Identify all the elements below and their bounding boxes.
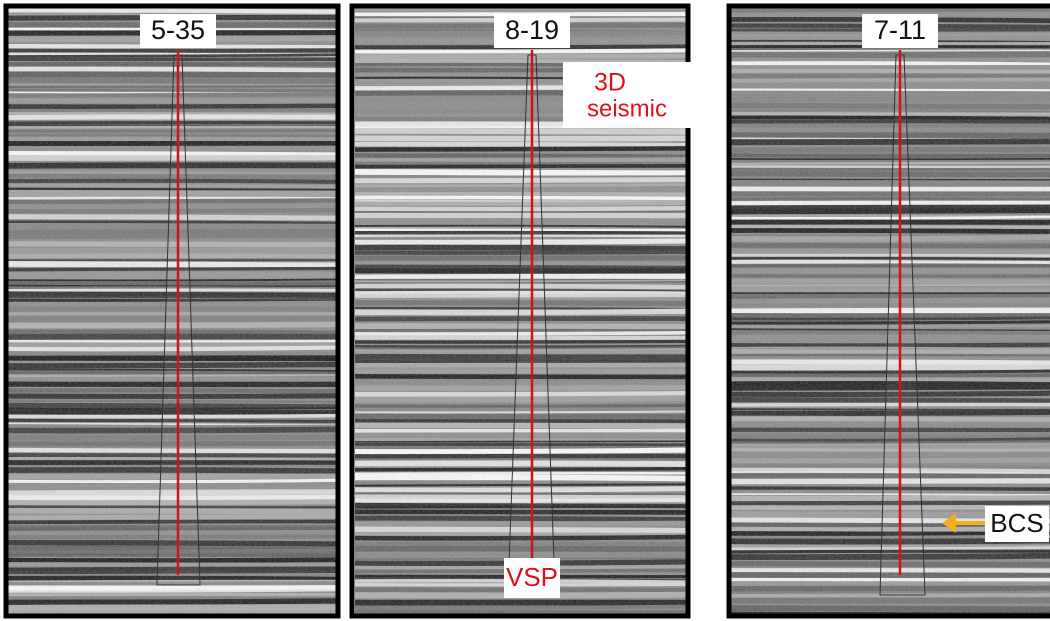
label-box [862, 14, 938, 48]
arrow-head [942, 513, 956, 533]
label-box [563, 62, 691, 128]
label-box [504, 558, 560, 598]
seismic-section [731, 8, 1050, 614]
annotation: seismic [587, 95, 667, 122]
label-box [985, 506, 1049, 542]
panel-frame [3, 3, 341, 619]
panel-frame [349, 3, 691, 619]
panel-frame [726, 3, 1050, 619]
well-label: 7-11 [874, 15, 926, 45]
annotation: BCS [990, 508, 1043, 538]
label-box [140, 14, 216, 48]
vsp-wedge [879, 54, 926, 596]
label-box [494, 14, 570, 48]
seismic-section [8, 8, 336, 614]
well-label: 5-35 [151, 15, 205, 45]
annotation: 3D [594, 69, 626, 97]
seismic-section [355, 8, 686, 614]
well-label: 8-19 [505, 15, 559, 45]
annotation: VSP [506, 562, 558, 592]
